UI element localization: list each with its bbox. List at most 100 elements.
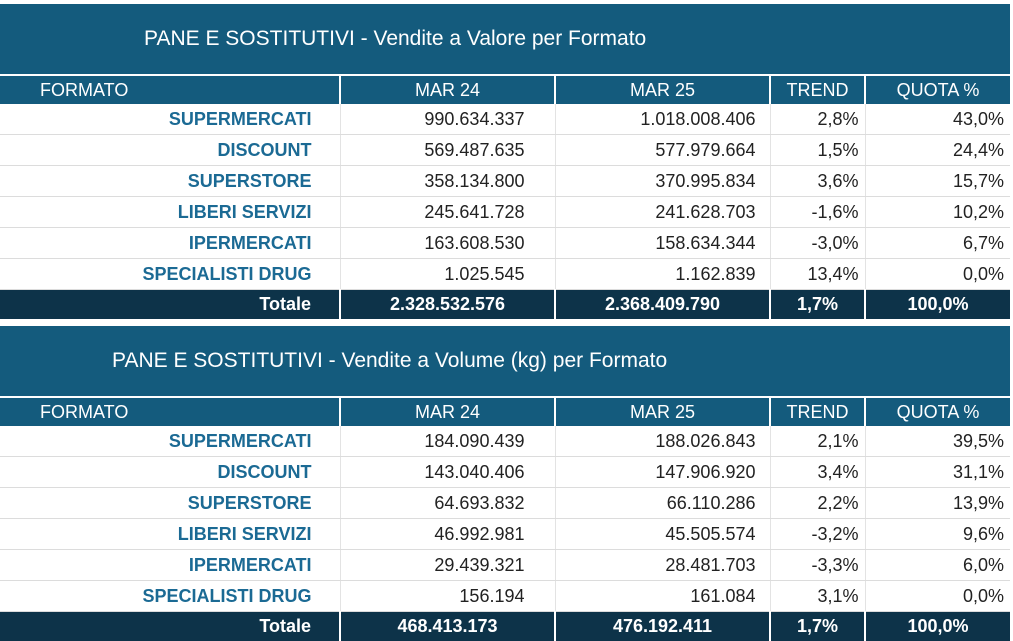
table-row: DISCOUNT 569.487.635 577.979.664 1,5% 24… [0,135,1010,166]
table-row: LIBERI SERVIZI 245.641.728 241.628.703 -… [0,197,1010,228]
table-title: PANE E SOSTITUTIVI - Vendite a Volume (k… [0,326,1010,396]
value-cell-mar25: 1.162.839 [555,259,770,290]
column-header-trend: TREND [770,75,865,104]
table-row: LIBERI SERVIZI 46.992.981 45.505.574 -3,… [0,519,1010,550]
format-cell: SPECIALISTI DRUG [0,259,340,290]
total-label: Totale [0,612,340,641]
table-row: IPERMERCATI 29.439.321 28.481.703 -3,3% … [0,550,1010,581]
total-quota: 100,0% [865,612,1010,641]
value-cell-mar24: 64.693.832 [340,488,555,519]
column-header-mar25: MAR 25 [555,397,770,426]
value-cell-mar24: 29.439.321 [340,550,555,581]
trend-cell: 3,1% [770,581,865,612]
total-mar25: 476.192.411 [555,612,770,641]
value-cell-mar25: 188.026.843 [555,426,770,457]
table-row: SUPERMERCATI 184.090.439 188.026.843 2,1… [0,426,1010,457]
trend-cell: -3,3% [770,550,865,581]
value-cell-mar25: 158.634.344 [555,228,770,259]
value-cell-mar25: 28.481.703 [555,550,770,581]
quota-cell: 6,7% [865,228,1010,259]
value-cell-mar25: 147.906.920 [555,457,770,488]
value-cell-mar25: 241.628.703 [555,197,770,228]
table-row: SUPERSTORE 358.134.800 370.995.834 3,6% … [0,166,1010,197]
total-row: Totale 468.413.173 476.192.411 1,7% 100,… [0,612,1010,641]
column-header-quota: QUOTA % [865,397,1010,426]
column-header-mar24: MAR 24 [340,75,555,104]
trend-cell: 2,8% [770,104,865,135]
header-row: FORMATO MAR 24 MAR 25 TREND QUOTA % [0,397,1010,426]
value-cell-mar25: 370.995.834 [555,166,770,197]
column-header-mar24: MAR 24 [340,397,555,426]
value-cell-mar24: 245.641.728 [340,197,555,228]
total-row: Totale 2.328.532.576 2.368.409.790 1,7% … [0,290,1010,320]
value-cell-mar24: 1.025.545 [340,259,555,290]
format-cell: SUPERMERCATI [0,426,340,457]
column-header-trend: TREND [770,397,865,426]
quota-cell: 24,4% [865,135,1010,166]
trend-cell: 2,2% [770,488,865,519]
trend-cell: 3,6% [770,166,865,197]
value-cell-mar24: 163.608.530 [340,228,555,259]
quota-cell: 10,2% [865,197,1010,228]
total-mar25: 2.368.409.790 [555,290,770,320]
value-cell-mar25: 45.505.574 [555,519,770,550]
trend-cell: -3,2% [770,519,865,550]
quota-cell: 39,5% [865,426,1010,457]
total-quota: 100,0% [865,290,1010,320]
trend-cell: 2,1% [770,426,865,457]
quota-cell: 43,0% [865,104,1010,135]
table-block-volume: PANE E SOSTITUTIVI - Vendite a Volume (k… [0,326,1010,641]
value-cell-mar24: 184.090.439 [340,426,555,457]
quota-cell: 6,0% [865,550,1010,581]
value-cell-mar25: 1.018.008.406 [555,104,770,135]
value-cell-mar24: 46.992.981 [340,519,555,550]
quota-cell: 31,1% [865,457,1010,488]
value-cell-mar24: 358.134.800 [340,166,555,197]
format-cell: SUPERSTORE [0,488,340,519]
table-title-text: PANE E SOSTITUTIVI - Vendite a Valore pe… [144,27,646,50]
table-title: PANE E SOSTITUTIVI - Vendite a Valore pe… [0,4,1010,74]
trend-cell: -3,0% [770,228,865,259]
value-cell-mar24: 569.487.635 [340,135,555,166]
total-trend: 1,7% [770,290,865,320]
total-label: Totale [0,290,340,320]
format-cell: SPECIALISTI DRUG [0,581,340,612]
value-cell-mar24: 990.634.337 [340,104,555,135]
table-row: SPECIALISTI DRUG 156.194 161.084 3,1% 0,… [0,581,1010,612]
total-mar24: 2.328.532.576 [340,290,555,320]
quota-cell: 0,0% [865,259,1010,290]
format-cell: SUPERMERCATI [0,104,340,135]
value-cell-mar24: 143.040.406 [340,457,555,488]
total-trend: 1,7% [770,612,865,641]
format-cell: DISCOUNT [0,135,340,166]
sales-value-table: FORMATO MAR 24 MAR 25 TREND QUOTA % SUPE… [0,74,1010,319]
value-cell-mar25: 161.084 [555,581,770,612]
quota-cell: 0,0% [865,581,1010,612]
quota-cell: 9,6% [865,519,1010,550]
column-header-formato: FORMATO [0,75,340,104]
table-row: SPECIALISTI DRUG 1.025.545 1.162.839 13,… [0,259,1010,290]
total-mar24: 468.413.173 [340,612,555,641]
sales-volume-table: FORMATO MAR 24 MAR 25 TREND QUOTA % SUPE… [0,396,1010,641]
value-cell-mar25: 577.979.664 [555,135,770,166]
format-cell: LIBERI SERVIZI [0,197,340,228]
format-cell: IPERMERCATI [0,550,340,581]
trend-cell: -1,6% [770,197,865,228]
format-cell: SUPERSTORE [0,166,340,197]
trend-cell: 1,5% [770,135,865,166]
table-block-value: PANE E SOSTITUTIVI - Vendite a Valore pe… [0,4,1010,319]
column-header-formato: FORMATO [0,397,340,426]
quota-cell: 13,9% [865,488,1010,519]
table-title-text: PANE E SOSTITUTIVI - Vendite a Volume (k… [112,349,667,372]
table-row: SUPERMERCATI 990.634.337 1.018.008.406 2… [0,104,1010,135]
trend-cell: 13,4% [770,259,865,290]
format-cell: IPERMERCATI [0,228,340,259]
table-row: DISCOUNT 143.040.406 147.906.920 3,4% 31… [0,457,1010,488]
value-cell-mar25: 66.110.286 [555,488,770,519]
format-cell: LIBERI SERVIZI [0,519,340,550]
column-header-mar25: MAR 25 [555,75,770,104]
quota-cell: 15,7% [865,166,1010,197]
table-row: IPERMERCATI 163.608.530 158.634.344 -3,0… [0,228,1010,259]
column-header-quota: QUOTA % [865,75,1010,104]
value-cell-mar24: 156.194 [340,581,555,612]
